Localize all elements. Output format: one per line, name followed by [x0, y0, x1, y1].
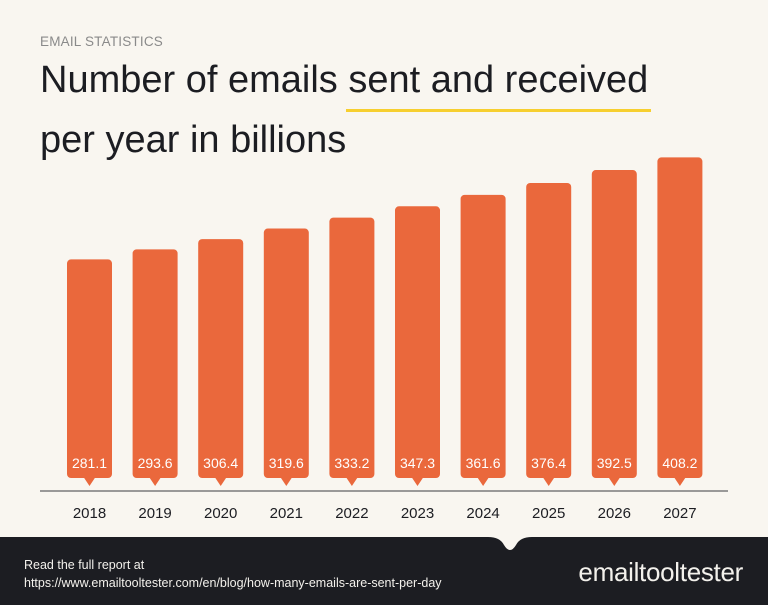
bar-body — [132, 249, 178, 478]
bar-2027: 408.2 — [657, 157, 703, 486]
bar-pointer — [280, 477, 293, 486]
x-tick-label: 2022 — [335, 505, 368, 522]
data-label: 361.6 — [466, 455, 501, 471]
data-label: 281.1 — [72, 455, 107, 471]
data-label: 376.4 — [531, 455, 566, 471]
x-tick-label: 2023 — [401, 505, 434, 522]
x-tick-label: 2020 — [204, 505, 237, 522]
x-tick-label: 2027 — [663, 505, 696, 522]
footer-line-1: Read the full report at — [24, 558, 145, 572]
footer: Read the full report at https://www.emai… — [0, 537, 768, 605]
title-highlight: sent and received — [346, 50, 652, 112]
bar-chart: 281.1 2018 293.6 2019 306.4 2020 319.6 2021 333.… — [40, 157, 728, 522]
data-label: 408.2 — [662, 455, 697, 471]
data-label: 293.6 — [138, 455, 173, 471]
page-title: Number of emails sent and received per ye… — [40, 50, 760, 170]
bar-2022: 333.2 — [329, 217, 375, 486]
data-label: 306.4 — [203, 455, 238, 471]
bar-body — [329, 217, 375, 478]
bar-pointer — [214, 477, 227, 486]
bar-2018: 281.1 — [67, 259, 112, 486]
bar-body — [526, 182, 572, 478]
data-label: 347.3 — [400, 455, 435, 471]
footer-notch — [488, 537, 532, 550]
bar-2021: 319.6 — [263, 228, 309, 486]
data-label: 392.5 — [597, 455, 632, 471]
x-tick-label: 2025 — [532, 505, 565, 522]
bar-2024: 361.6 — [460, 194, 506, 486]
bar-pointer — [345, 477, 358, 486]
bar-body — [591, 170, 637, 479]
bar-2025: 376.4 — [526, 182, 572, 486]
title-part-2: per year in billions — [40, 119, 347, 161]
bar-body — [67, 259, 112, 478]
bar-pointer — [673, 477, 686, 486]
x-tick-label: 2024 — [466, 505, 499, 522]
bar-body — [657, 157, 703, 478]
bar-body — [263, 228, 309, 478]
bar-pointer — [83, 477, 96, 486]
bar-2026: 392.5 — [591, 170, 637, 486]
emailtooltester-logo: emailtooltester — [578, 557, 743, 587]
bar-2023: 347.3 — [395, 206, 440, 486]
title-part-1: Number of emails — [40, 59, 349, 101]
data-label: 333.2 — [334, 455, 369, 471]
x-tick-label: 2021 — [270, 505, 303, 522]
bar-pointer — [477, 477, 490, 486]
bar-2020: 306.4 — [198, 239, 244, 486]
bar-2019: 293.6 — [132, 249, 178, 486]
x-tick-label: 2019 — [138, 505, 171, 522]
bar-body — [460, 194, 506, 479]
bar-pointer — [411, 477, 424, 486]
bar-pointer — [542, 477, 555, 486]
footer-text: Read the full report at https://www.emai… — [24, 556, 442, 592]
report-link[interactable]: https://www.emailtooltester.com/en/blog/… — [24, 576, 442, 590]
x-tick-label: 2026 — [598, 505, 631, 522]
x-tick-label: 2018 — [73, 505, 106, 522]
bar-pointer — [608, 477, 621, 486]
eyebrow-label: EMAIL STATISTICS — [40, 34, 163, 49]
data-label: 319.6 — [269, 455, 304, 471]
bar-pointer — [149, 477, 162, 486]
bar-body — [198, 239, 244, 478]
bar-body — [395, 206, 440, 478]
